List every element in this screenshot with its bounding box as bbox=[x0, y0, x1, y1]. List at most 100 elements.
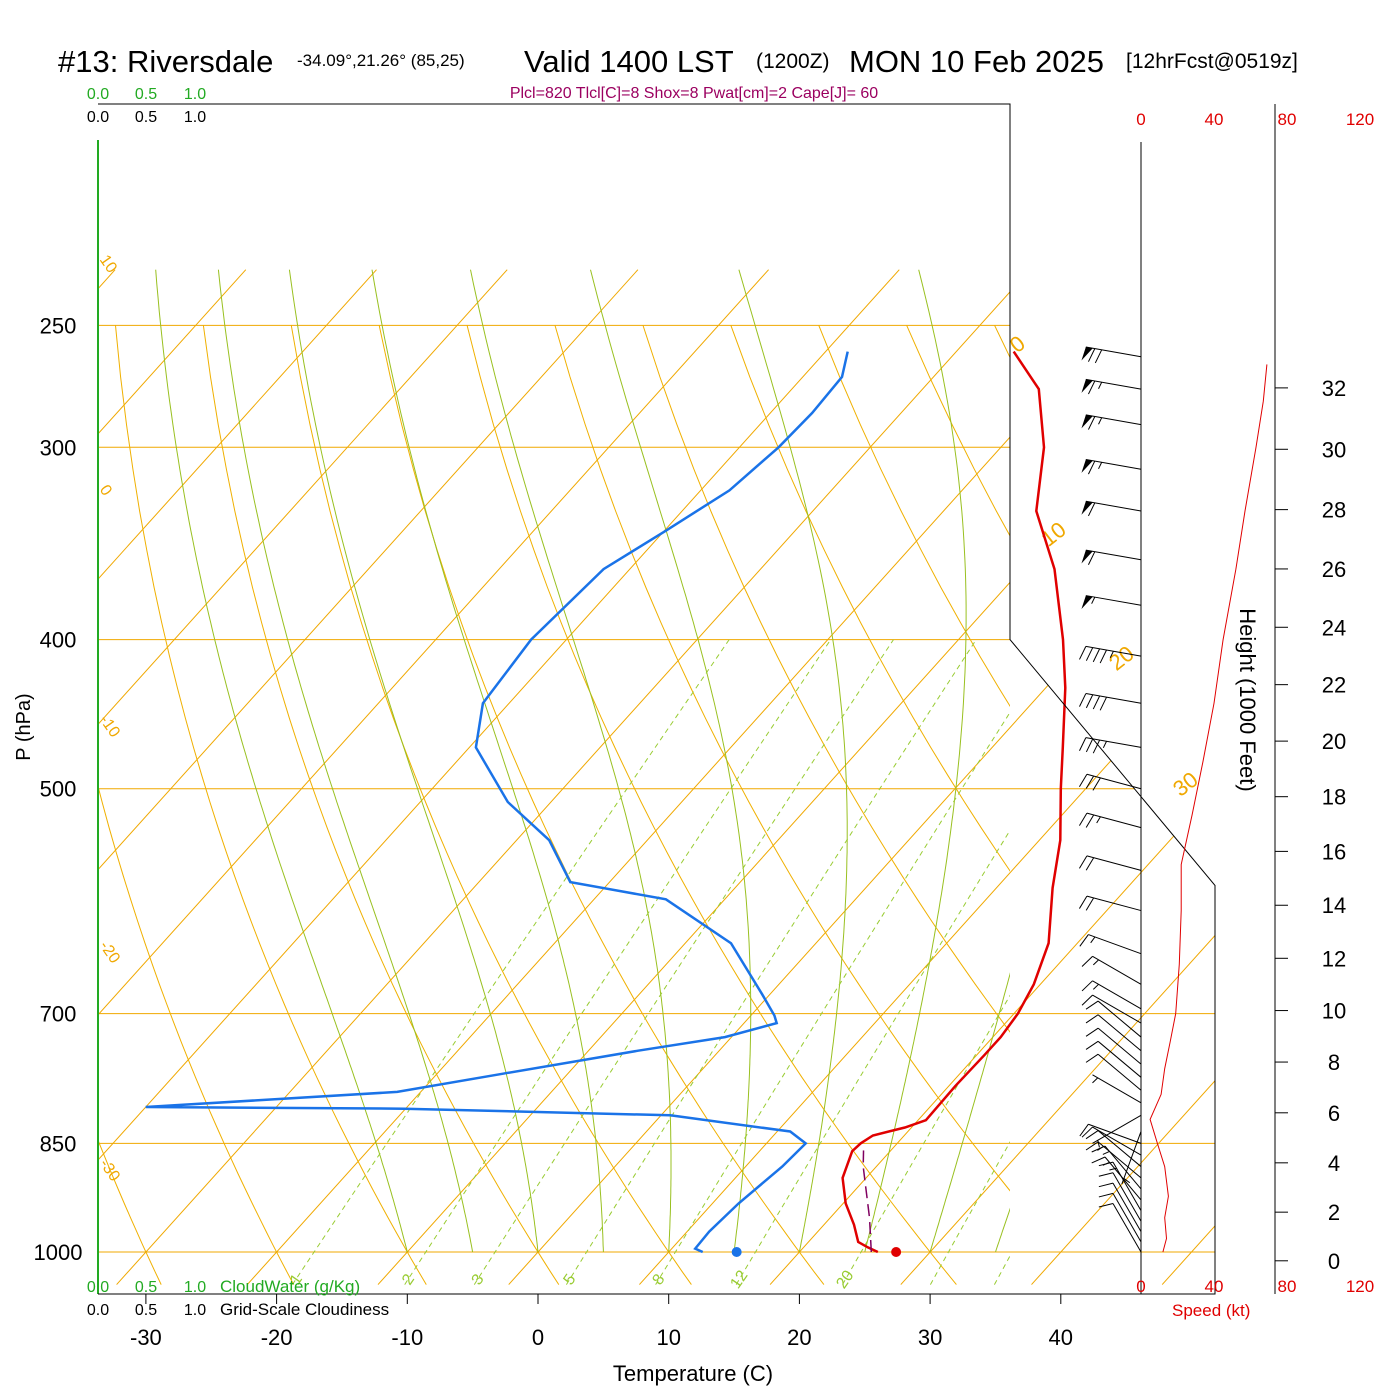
pressure-tick-label: 500 bbox=[40, 777, 77, 802]
wind-barb-full bbox=[1087, 380, 1096, 395]
wind-barb-flag bbox=[1081, 347, 1093, 361]
cloud-water-tick-bottom: 0.0 bbox=[87, 1279, 109, 1296]
isotherm-label-right: 10 bbox=[1036, 517, 1071, 552]
cloud-water-tick-top: 1.0 bbox=[184, 86, 206, 103]
dry-adiabat-line bbox=[642, 325, 1010, 1033]
wind-barb-full bbox=[1079, 646, 1087, 660]
wind-barb-half bbox=[1102, 741, 1107, 749]
wind-barb-staff bbox=[1092, 955, 1142, 985]
mixing-ratio-line bbox=[929, 1141, 1010, 1285]
wind-barb-half bbox=[1091, 596, 1096, 604]
wind-barb-full bbox=[1081, 955, 1093, 967]
mixing-ratio-line bbox=[735, 829, 1010, 1285]
moist-adiabat-line bbox=[738, 269, 848, 1253]
wind-barb-full bbox=[1078, 812, 1088, 826]
isotherm-line bbox=[98, 269, 639, 1285]
x-tick-label: -30 bbox=[130, 1325, 162, 1350]
moist-adiabat-line bbox=[217, 269, 474, 1253]
wind-barb bbox=[1098, 1192, 1142, 1243]
wind-barb-staff bbox=[1092, 994, 1142, 1024]
wind-barb-staff bbox=[1086, 855, 1142, 871]
wind-barb-staff bbox=[1088, 934, 1142, 955]
moist-adiabat-line bbox=[470, 269, 672, 1253]
wind-barb-half bbox=[1098, 381, 1103, 389]
dry-adiabat-line bbox=[1171, 325, 1400, 1284]
dry-adiabat-line bbox=[554, 325, 1010, 1192]
height-tick-label: 28 bbox=[1322, 498, 1346, 523]
wind-barb-staff bbox=[1097, 1053, 1142, 1091]
wind-barb-full bbox=[1092, 648, 1101, 663]
x-tick-label: 30 bbox=[918, 1325, 942, 1350]
height-tick-label: 8 bbox=[1328, 1050, 1340, 1075]
speed-tick-top: 40 bbox=[1205, 110, 1224, 129]
wind-barb bbox=[1091, 1156, 1142, 1201]
wind-barb bbox=[1081, 1126, 1142, 1156]
height-tick-label: 12 bbox=[1322, 946, 1346, 971]
wind-barb-full bbox=[1085, 694, 1094, 709]
wind-barb-full bbox=[1087, 416, 1096, 430]
wind-barb-full bbox=[1078, 855, 1088, 869]
axes: -30 -20 -10 0 10 20 30 402503004005007008501000… bbox=[34, 86, 1216, 1350]
wind-barb-staff bbox=[1085, 414, 1142, 426]
wind-barb-half bbox=[1102, 1150, 1110, 1155]
wind-barb bbox=[1085, 1141, 1142, 1179]
height-tick-label: 18 bbox=[1322, 785, 1346, 810]
isotherm-line bbox=[1293, 270, 1400, 1285]
wind-barb-full bbox=[1079, 737, 1087, 751]
wind-barb-staff bbox=[1112, 1203, 1142, 1253]
wind-barb-flag bbox=[1081, 459, 1093, 473]
isotherm-label: -10 bbox=[96, 712, 123, 741]
surface-temperature-marker bbox=[891, 1247, 902, 1257]
plot-area-main bbox=[0, 269, 1400, 1285]
dry-adiabat-line bbox=[0, 325, 29, 1284]
wind-barb bbox=[1085, 1130, 1142, 1167]
wind-barb-full bbox=[1098, 1192, 1114, 1198]
wind-barb-full bbox=[1085, 1014, 1099, 1024]
wind-barb-staff bbox=[1097, 1141, 1142, 1179]
wind-barb-full bbox=[1087, 551, 1096, 565]
dry-adiabat-line bbox=[98, 1138, 162, 1285]
dry-adiabat-line bbox=[290, 325, 692, 1285]
height-tick-label: 14 bbox=[1322, 893, 1346, 918]
wind-barb-staff bbox=[1085, 378, 1142, 390]
height-tick-label: 20 bbox=[1322, 729, 1346, 754]
cloudiness-tick-bottom: 1.0 bbox=[184, 1302, 206, 1319]
wind-barb-half bbox=[1097, 1140, 1100, 1148]
wind-barb-full bbox=[1081, 980, 1093, 992]
moist-adiabat-line bbox=[590, 269, 752, 1253]
wind-barb-staff bbox=[1085, 549, 1142, 561]
height-tick-label: 26 bbox=[1322, 557, 1346, 582]
y-axis-title: P (hPa) bbox=[13, 693, 35, 760]
height-tick-label: 2 bbox=[1328, 1200, 1340, 1225]
wind-barb-full bbox=[1085, 1141, 1099, 1151]
pressure-tick-label: 700 bbox=[40, 1002, 77, 1027]
wind-barb bbox=[1098, 1172, 1142, 1222]
wind-barb-staff bbox=[1085, 346, 1142, 358]
x-axis-title: Temperature (C) bbox=[613, 1361, 773, 1386]
cloudiness-tick-top: 1.0 bbox=[184, 109, 206, 126]
wind-barb-full bbox=[1079, 693, 1087, 707]
wind-barb-staff bbox=[1085, 595, 1142, 606]
dry-adiabat-line bbox=[98, 784, 295, 1285]
wind-barb-full bbox=[1085, 1027, 1099, 1037]
dry-adiabat-line bbox=[1083, 325, 1400, 1284]
wind-barb-staff bbox=[1112, 1182, 1142, 1232]
height-tick-label: 24 bbox=[1322, 615, 1346, 640]
wind-barb-full bbox=[1085, 1053, 1099, 1063]
wind-barb-full bbox=[1078, 773, 1088, 787]
wind-barb-staff bbox=[1097, 1014, 1142, 1052]
wind-barb-full bbox=[1087, 502, 1096, 517]
wind-barb-full bbox=[1085, 1130, 1099, 1140]
height-tick-label: 0 bbox=[1328, 1249, 1340, 1274]
wind-barb bbox=[1092, 1074, 1142, 1104]
wind-barb bbox=[1079, 645, 1142, 664]
isotherm-line bbox=[508, 269, 1215, 1285]
height-tick-label: 30 bbox=[1322, 437, 1346, 462]
wind-barb bbox=[1085, 1014, 1142, 1052]
wind-barb-full bbox=[1079, 934, 1089, 947]
wind-barb-staff bbox=[1085, 737, 1142, 748]
isotherm-line bbox=[98, 269, 769, 1285]
wind-barb bbox=[1081, 955, 1142, 985]
wind-barb bbox=[1085, 1000, 1142, 1038]
